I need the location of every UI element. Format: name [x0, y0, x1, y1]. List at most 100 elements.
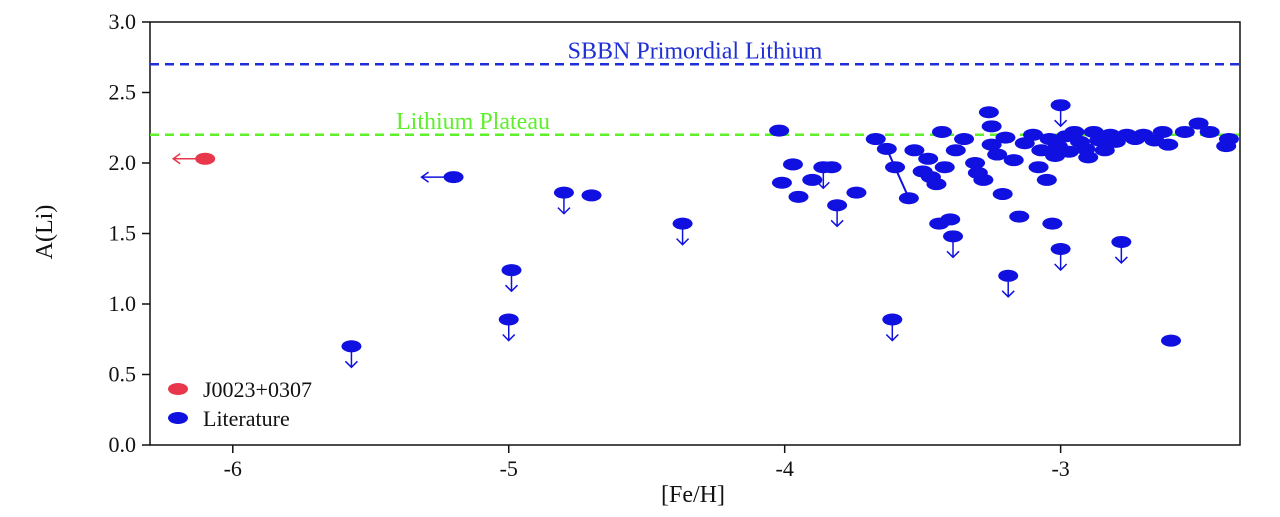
reference-line-label: Lithium Plateau — [396, 109, 550, 135]
data-point — [769, 124, 790, 137]
data-point — [1152, 125, 1173, 138]
data-point — [992, 188, 1013, 201]
data-point — [788, 190, 809, 203]
y-tick-label: 3.0 — [109, 9, 137, 34]
literature-marker — [1174, 125, 1195, 138]
upper-limit-arrowhead — [504, 284, 519, 293]
literature-marker — [995, 131, 1016, 144]
data-point — [1161, 334, 1182, 347]
reference-lines: SBBN Primordial Lithium Lithium Plateau — [150, 38, 1240, 137]
literature-marker — [940, 213, 961, 226]
literature-marker — [981, 120, 1002, 133]
literature-marker — [876, 142, 897, 155]
legend-marker-j0023 — [168, 383, 188, 395]
literature-marker — [1058, 145, 1079, 158]
upper-limit-arrowhead — [816, 181, 830, 190]
literature-marker — [341, 340, 362, 353]
literature-marker — [882, 313, 903, 326]
data-point — [827, 199, 848, 228]
literature-marker — [788, 190, 809, 203]
legend-label-literature: Literature — [203, 406, 290, 431]
literature-marker — [954, 133, 975, 146]
data-point — [341, 340, 362, 369]
upper-limit-arrowhead — [1114, 256, 1128, 265]
y-tick-label: 2.5 — [109, 80, 137, 105]
upper-limit-arrowhead — [1054, 263, 1068, 272]
literature-marker — [782, 158, 803, 171]
x-axis-label: [Fe/H] — [661, 482, 725, 508]
literature-marker — [934, 161, 955, 174]
data-point — [498, 313, 519, 342]
data-point — [1111, 235, 1132, 265]
upper-limit-arrowhead — [830, 219, 844, 228]
literature-marker — [981, 138, 1002, 151]
upper-limit-arrowhead — [676, 238, 690, 246]
literature-marker — [945, 144, 966, 157]
plot-frame — [149, 21, 1241, 446]
upper-limit-arrowhead — [502, 333, 516, 342]
literature-marker — [992, 188, 1013, 201]
data-point — [1036, 173, 1057, 186]
data-point — [876, 142, 897, 155]
data-point — [918, 152, 939, 165]
upper-limit-arrowhead — [1054, 119, 1068, 128]
data-point — [981, 138, 1002, 151]
legend-label-j0023: J0023+0307 — [203, 377, 312, 402]
literature-marker — [943, 230, 964, 243]
x-tick-label: -4 — [776, 456, 794, 481]
data-point — [1188, 117, 1209, 130]
literature-marker — [965, 157, 986, 169]
literature-marker — [1188, 117, 1209, 130]
data-point — [1050, 243, 1071, 272]
reference-line-label: SBBN Primordial Lithium — [568, 38, 823, 64]
literature-marker — [1009, 210, 1030, 223]
data-point — [945, 144, 966, 157]
literature-marker — [1042, 217, 1063, 230]
literature-marker — [769, 124, 790, 137]
literature-marker — [987, 148, 1008, 161]
data-point — [821, 161, 842, 174]
literature-marker — [672, 217, 693, 230]
data-point — [672, 217, 693, 246]
data-point — [1199, 125, 1220, 138]
data-point — [973, 173, 994, 186]
target-star-marker — [195, 152, 216, 165]
data-point — [954, 133, 975, 146]
data-point — [782, 158, 803, 171]
literature-marker — [821, 161, 842, 174]
y-tick-label: 1.5 — [109, 221, 137, 246]
legend-marker-literature — [168, 412, 188, 424]
data-point — [1064, 125, 1085, 138]
literature-marker — [904, 144, 925, 157]
legend: J0023+0307 Literature — [168, 377, 312, 431]
data-points — [171, 99, 1239, 369]
y-tick-label: 2.0 — [109, 150, 137, 175]
x-axis-ticks: -6 -5 -4 -3 — [224, 445, 1070, 481]
literature-marker — [1050, 99, 1071, 112]
literature-marker — [973, 173, 994, 186]
data-point — [171, 152, 216, 165]
data-point — [978, 106, 999, 119]
data-point — [771, 176, 792, 189]
literature-marker — [846, 186, 867, 199]
literature-marker — [918, 152, 939, 165]
y-tick-label: 1.0 — [109, 291, 137, 316]
upper-limit-arrowhead — [344, 360, 358, 369]
data-point — [1174, 125, 1195, 138]
fe-limit-arrowhead — [420, 171, 429, 183]
data-point — [1023, 128, 1044, 141]
data-point — [501, 264, 522, 293]
literature-marker — [1094, 144, 1115, 157]
data-point — [882, 313, 903, 342]
literature-marker — [1199, 125, 1220, 138]
literature-marker — [1003, 154, 1024, 167]
data-point — [553, 186, 574, 215]
data-point — [1058, 145, 1079, 158]
literature-marker — [443, 171, 464, 184]
literature-marker — [998, 269, 1019, 282]
data-point — [943, 230, 964, 259]
y-tick-label: 0.0 — [109, 432, 137, 457]
data-point — [1009, 210, 1030, 223]
x-tick-label: -5 — [500, 456, 518, 481]
data-point — [1003, 154, 1024, 167]
